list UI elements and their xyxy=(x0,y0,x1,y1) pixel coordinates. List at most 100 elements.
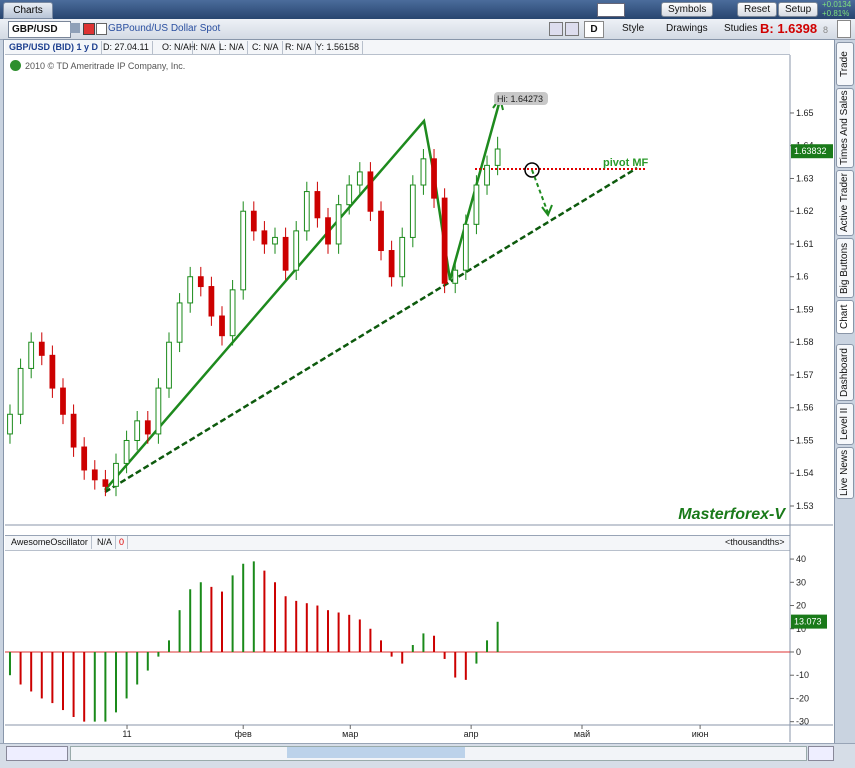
trend-drawings xyxy=(104,95,645,494)
y-tick-label: 1.55 xyxy=(796,435,814,445)
forecast-arrow xyxy=(531,169,549,214)
symbol-menu-icon[interactable] xyxy=(70,23,80,33)
candle-body xyxy=(261,230,268,245)
studies-button[interactable]: Studies xyxy=(724,23,758,34)
candle-body xyxy=(229,289,236,337)
y-tick-label: -30 xyxy=(796,717,809,727)
charts-tab[interactable]: Charts xyxy=(3,2,53,19)
y-tick-label: 1.59 xyxy=(796,304,814,314)
last-price-label: 1.63832 xyxy=(794,146,827,156)
side-tab[interactable]: Big Buttons xyxy=(836,238,854,298)
last-value-box xyxy=(791,614,827,629)
header-high: H: N/A xyxy=(186,41,220,54)
trend-line xyxy=(104,99,502,491)
candle-body xyxy=(409,184,416,238)
y-tick-label: 0 xyxy=(796,647,801,657)
y-tick-label: 10 xyxy=(796,624,806,634)
side-tab[interactable]: Dashboard xyxy=(836,344,854,401)
watermark: Masterforex-V xyxy=(678,506,786,523)
candle-body xyxy=(452,269,459,284)
y-tick-label: 1.62 xyxy=(796,206,814,216)
side-tab[interactable]: Chart xyxy=(836,300,854,334)
candle-body xyxy=(197,276,204,288)
drawings-button[interactable]: Drawings xyxy=(666,23,708,34)
scroll-thumb[interactable] xyxy=(287,747,465,758)
flag-icon[interactable] xyxy=(83,23,95,35)
y-tick-label: 1.61 xyxy=(796,239,814,249)
x-tick-label: апр xyxy=(464,729,479,739)
link-box[interactable] xyxy=(597,3,625,17)
study-param: 0 xyxy=(116,536,129,549)
zoom-icon[interactable] xyxy=(565,22,579,36)
study-units: <thousandths> xyxy=(725,537,785,547)
y-tick-label: 1.58 xyxy=(796,337,814,347)
period-button[interactable]: D xyxy=(584,21,604,38)
style-button[interactable]: Style xyxy=(622,23,645,34)
header-prev: Y: 1.56158 xyxy=(313,41,364,54)
x-tick-label: мар xyxy=(342,729,358,739)
support-line xyxy=(104,166,638,494)
candle-body xyxy=(388,250,395,278)
y-tick-label: 20 xyxy=(796,601,806,611)
candle-body xyxy=(28,341,35,369)
candle-body xyxy=(166,341,172,389)
candle-body xyxy=(38,341,45,356)
info-icon[interactable] xyxy=(10,60,21,71)
x-tick-label: фев xyxy=(235,729,252,739)
candle-body xyxy=(399,236,406,278)
setup-button[interactable]: Setup xyxy=(778,2,819,17)
pivot-circle xyxy=(524,162,540,178)
scroll-end[interactable] xyxy=(808,746,834,761)
x-tick-label: май xyxy=(574,729,590,739)
side-tab[interactable]: Active Trader xyxy=(836,170,854,236)
candle-body xyxy=(176,302,183,343)
candle-body xyxy=(431,158,437,199)
side-tab[interactable]: Level II xyxy=(836,403,854,445)
symbols-button[interactable]: Symbols xyxy=(661,2,714,17)
copyright: 2010 © TD Ameritrade IP Company, Inc. xyxy=(25,61,186,71)
candle-body xyxy=(441,197,448,284)
candle-body xyxy=(250,210,257,232)
header-date: D: 27.04.11 xyxy=(100,41,153,54)
candle-body xyxy=(102,479,109,487)
candle-body xyxy=(494,148,501,166)
candle-body xyxy=(208,286,215,317)
y-tick-label: 1.65 xyxy=(796,108,814,118)
tool-icon[interactable] xyxy=(549,22,563,36)
side-tab[interactable]: Trade xyxy=(836,42,854,86)
candle-body xyxy=(356,171,363,186)
candle-body xyxy=(134,420,141,441)
candle-body xyxy=(113,462,119,487)
y-tick-label: 1.54 xyxy=(796,468,814,478)
candle-body xyxy=(70,413,77,448)
candle-body xyxy=(155,387,162,435)
side-tab[interactable]: Times And Sales xyxy=(836,88,854,168)
candle-body xyxy=(367,171,374,212)
x-tick-label: июн xyxy=(692,729,709,739)
candle-body xyxy=(240,210,247,291)
y-tick-label: 30 xyxy=(796,577,806,587)
y-tick-label: 1.56 xyxy=(796,403,814,413)
bid-pip: 8 xyxy=(823,25,829,35)
candle-body xyxy=(187,276,194,304)
note-icon[interactable] xyxy=(96,23,107,35)
change: +0.0134 xyxy=(822,0,852,9)
symbol-description: GBPound/US Dollar Spot xyxy=(108,23,221,34)
zoom-controls[interactable] xyxy=(6,746,68,761)
candle-body xyxy=(473,184,480,225)
print-icon[interactable] xyxy=(837,20,851,38)
y-tick-label: 1.53 xyxy=(796,501,814,511)
candle-body xyxy=(314,191,321,219)
chart-header xyxy=(5,40,790,55)
change-pct: +0.81% xyxy=(822,9,850,18)
reset-button[interactable]: Reset xyxy=(737,2,778,17)
candle-body xyxy=(17,367,24,415)
header-close: C: N/A xyxy=(249,41,283,54)
chart-area xyxy=(3,39,835,744)
candle-body xyxy=(282,236,289,271)
side-tab[interactable]: Live News xyxy=(836,447,854,499)
candle-body xyxy=(346,184,353,206)
study-value: N/A xyxy=(94,536,117,549)
